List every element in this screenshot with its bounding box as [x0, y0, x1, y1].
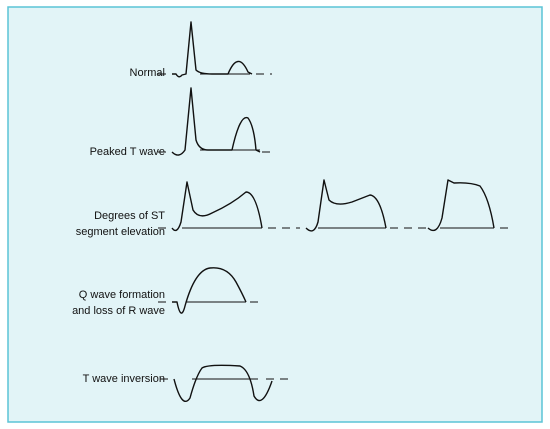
label: T wave inversion	[83, 373, 165, 385]
label: Degrees of ST	[94, 210, 165, 222]
label: Normal	[130, 67, 165, 79]
waveforms	[158, 21, 514, 403]
label: Peaked T wave	[90, 146, 165, 158]
label: and loss of R wave	[72, 305, 165, 317]
panel	[7, 6, 543, 423]
label: Q wave formation	[79, 289, 165, 301]
label: segment elevation	[76, 226, 165, 238]
